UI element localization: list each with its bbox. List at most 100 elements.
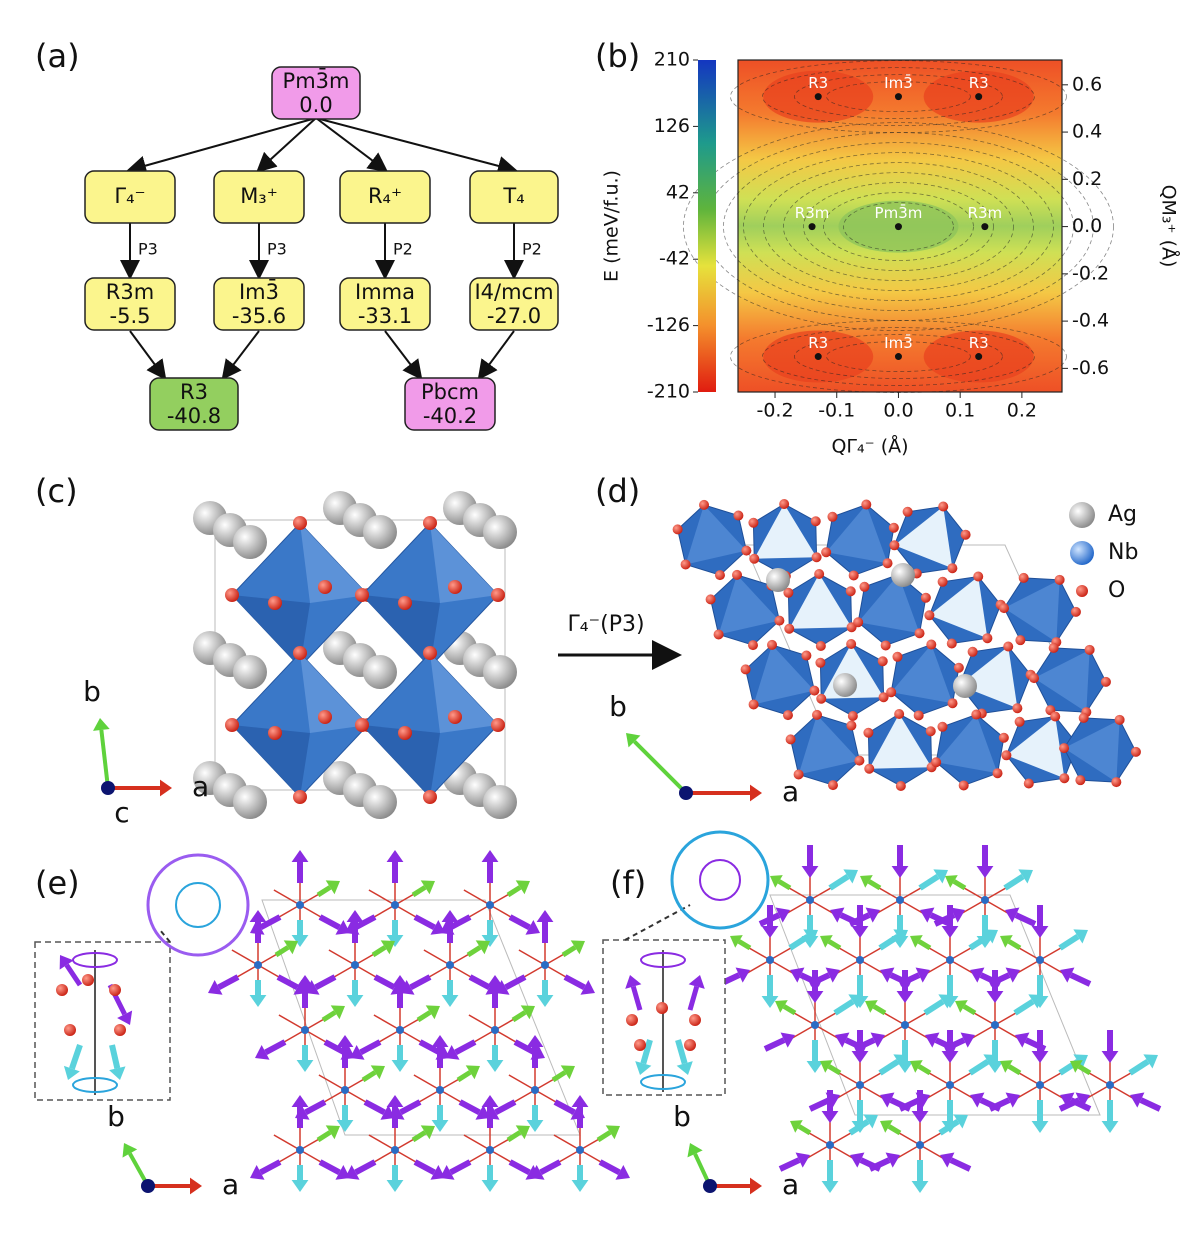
arrow-shaft: [413, 1159, 436, 1175]
o-atom: [423, 516, 437, 530]
bond: [328, 949, 356, 966]
ag-atom: [363, 655, 397, 689]
contour-line: [794, 74, 1003, 120]
colorbar: [698, 60, 716, 392]
x-tick-label: 0.1: [945, 400, 975, 422]
arrow-head: [1031, 1051, 1049, 1063]
arrow-head: [820, 1060, 833, 1073]
o-atom: [815, 657, 826, 668]
o-atom: [448, 580, 462, 594]
o-atom: [946, 638, 957, 649]
arrow-head: [325, 1125, 340, 1140]
arrow-shaft: [1058, 933, 1080, 951]
point: [814, 93, 822, 101]
o-atom: [982, 633, 993, 644]
point-label: R3m: [968, 204, 1003, 222]
arrow-shaft: [827, 939, 842, 951]
arrow-shaft: [217, 974, 240, 991]
o-atom: [1001, 750, 1012, 761]
octa-face: [869, 714, 932, 769]
arrow-head: [345, 1164, 360, 1180]
nb-site: [446, 961, 454, 969]
o-atom: [293, 516, 307, 530]
arrow-shaft: [416, 1010, 432, 1023]
arrow-head: [580, 979, 595, 995]
o-atom: [626, 1014, 638, 1026]
arrow-head: [851, 926, 869, 938]
y2-tick-label: 0.2: [1072, 168, 1102, 190]
nb-site: [391, 901, 399, 909]
arrow-head: [821, 1111, 839, 1123]
point-label: R3: [969, 74, 989, 92]
node-box: [84, 170, 176, 224]
arrow-shaft: [316, 1130, 332, 1143]
o-atom: [1012, 703, 1023, 714]
inset-link: [159, 929, 171, 943]
arrow-shaft: [399, 1099, 422, 1115]
nb-site: [806, 896, 814, 904]
arrow-shaft: [763, 1037, 786, 1052]
o-atom: [398, 596, 412, 610]
o-atom: [848, 570, 859, 581]
arrow-head: [515, 880, 530, 895]
arrow-head: [830, 907, 845, 923]
o-atom: [925, 726, 936, 737]
arrow-head: [1005, 967, 1020, 983]
o-atom: [814, 569, 825, 580]
axis-label: b: [107, 1100, 125, 1133]
arrow-head: [780, 1032, 795, 1048]
arrow-shaft: [418, 1039, 441, 1055]
axis-origin: [141, 1179, 155, 1193]
ag-atom: [766, 568, 790, 592]
arrow-head: [1060, 967, 1075, 983]
nb-site: [391, 1146, 399, 1154]
arrow-shaft: [887, 1124, 902, 1136]
arrow-head: [941, 926, 959, 938]
colorbar-tick-label: -42: [659, 248, 690, 270]
arrow-head: [920, 907, 935, 923]
arrow-head: [370, 1065, 385, 1080]
arrow-head: [93, 718, 110, 731]
edge: [384, 330, 423, 381]
panel-label: (a): [35, 37, 80, 75]
arrow-head: [885, 1152, 900, 1168]
nb-site: [531, 1086, 539, 1094]
o-atom: [924, 610, 935, 621]
arrow-head: [910, 935, 923, 948]
o-atom: [973, 571, 984, 582]
nb-site: [436, 1086, 444, 1094]
arrow-shaft: [1077, 1064, 1092, 1076]
o-atom: [684, 1039, 696, 1051]
o-atom: [1029, 673, 1040, 684]
o-atom: [714, 570, 725, 581]
arrow-shaft: [508, 1159, 531, 1175]
arrow-shaft: [1014, 912, 1037, 927]
o-atom: [854, 755, 865, 766]
o-atom: [914, 628, 925, 639]
nb-site: [351, 961, 359, 969]
arrow-shaft: [633, 740, 688, 795]
edge: [221, 330, 260, 381]
arrow-head: [941, 1051, 959, 1063]
arrow-shaft: [828, 873, 850, 891]
cell: [769, 894, 1101, 1116]
ag-atom: [483, 785, 517, 819]
o-atom: [732, 569, 743, 580]
o-atom: [816, 693, 827, 704]
node-box: [84, 277, 176, 331]
arrow-shaft: [413, 914, 436, 931]
o-atom: [892, 651, 903, 662]
o-atom: [938, 501, 949, 512]
arrow-head: [933, 869, 948, 884]
o-atom: [1059, 773, 1070, 784]
arrow-head: [1031, 926, 1049, 938]
o-atom: [937, 576, 948, 587]
y2-label: QM₃⁺ (Å): [1158, 185, 1181, 268]
point-label: R3m: [795, 204, 830, 222]
o-atom: [882, 558, 893, 569]
colorbar-tick-label: 210: [654, 49, 690, 71]
axis-label: b: [673, 1100, 691, 1133]
arrow-head: [465, 1065, 480, 1080]
point-label: R3: [808, 74, 828, 92]
octa-face: [300, 653, 368, 733]
